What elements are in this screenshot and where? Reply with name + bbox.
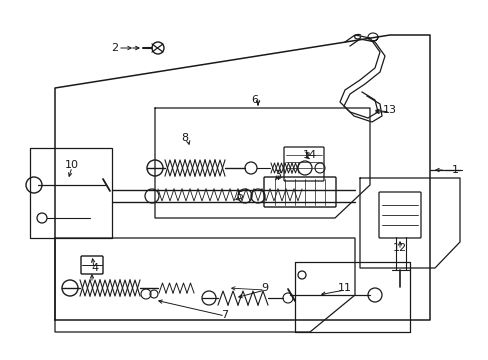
Text: 4: 4 (91, 263, 99, 273)
Text: 8: 8 (181, 133, 188, 143)
Text: 3: 3 (274, 170, 281, 180)
Text: 6: 6 (251, 95, 258, 105)
Text: 14: 14 (303, 150, 316, 160)
Text: 10: 10 (65, 160, 79, 170)
Text: 1: 1 (450, 165, 458, 175)
Text: 11: 11 (337, 283, 351, 293)
Text: 9: 9 (261, 283, 268, 293)
Text: 7: 7 (221, 310, 228, 320)
Text: 12: 12 (392, 243, 406, 253)
Text: 5: 5 (236, 191, 243, 201)
Text: 2: 2 (111, 43, 118, 53)
Text: 13: 13 (382, 105, 396, 115)
